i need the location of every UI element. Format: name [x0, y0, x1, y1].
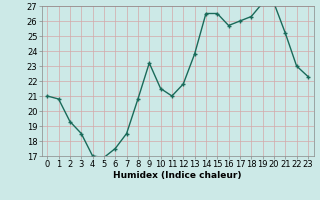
X-axis label: Humidex (Indice chaleur): Humidex (Indice chaleur)	[113, 171, 242, 180]
